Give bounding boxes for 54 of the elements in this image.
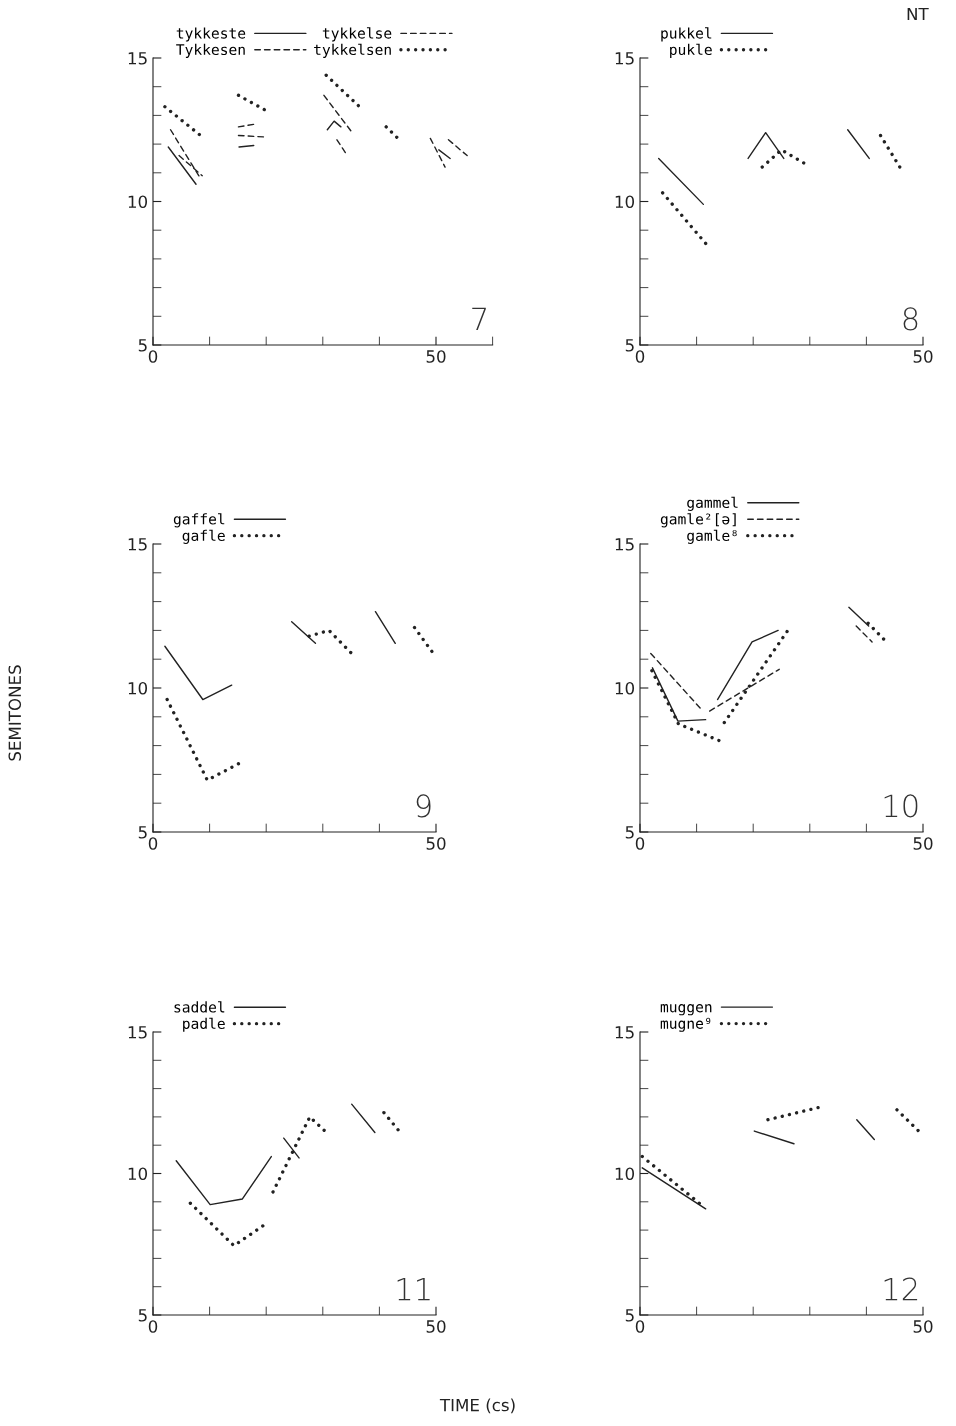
y-tick-label: 10 (128, 195, 148, 209)
x-tick-label: 0 (148, 350, 158, 363)
legend-label: tykkelse (322, 27, 392, 42)
annotation: 11 (397, 1277, 430, 1301)
x-tick-label: 0 (148, 837, 158, 850)
y-tick-label: 15 (128, 52, 147, 65)
legend-label: tykkeste (176, 27, 246, 42)
y-axis-title: SEMITONES (8, 665, 22, 761)
x-tick-label: 0 (635, 837, 645, 850)
annotation: 7 (472, 307, 486, 331)
x-axis-title: TIME (cs) (439, 1398, 515, 1414)
legend-label: gaffel (173, 513, 225, 528)
legend-label: padle (183, 1017, 225, 1032)
y-tick-label: 15 (128, 538, 147, 551)
x-tick-label: 50 (426, 1320, 446, 1333)
x-tick-label: 50 (913, 1320, 933, 1333)
legend-label: gafle (182, 529, 225, 544)
y-tick-label: 5 (625, 826, 634, 839)
legend-label: muggen (660, 1004, 712, 1016)
x-tick-label: 50 (913, 837, 933, 850)
legend-label: pukle (670, 43, 712, 58)
text: NT (907, 7, 929, 21)
annotation: 12 (884, 1277, 918, 1301)
annotation: 9 (416, 794, 431, 818)
y-tick-label: 15 (615, 52, 634, 65)
y-tick-label: 5 (138, 826, 147, 839)
y-tick-label: 10 (128, 1167, 148, 1181)
x-tick-label: 50 (426, 837, 446, 850)
y-tick-label: 10 (615, 195, 635, 209)
y-tick-label: 5 (138, 1309, 147, 1322)
y-tick-label: 10 (128, 681, 148, 695)
legend-label: mugne⁹ (660, 1017, 711, 1032)
y-tick-label: 5 (625, 339, 634, 352)
annotation: 8 (903, 307, 918, 331)
x-tick-label: 0 (635, 350, 645, 363)
x-tick-label: 50 (426, 350, 446, 363)
legend-label: tykkelsen (314, 43, 391, 58)
y-tick-label: 5 (625, 1309, 634, 1322)
x-tick-label: 0 (148, 1320, 158, 1333)
legend-label: gamle²[ə] (660, 513, 736, 528)
legend-label: gammel (687, 496, 738, 511)
x-tick-label: 50 (913, 350, 933, 363)
annotation: 10 (884, 794, 918, 818)
legend-label: pukkel (661, 27, 712, 42)
y-tick-label: 15 (128, 1026, 147, 1039)
x-tick-label: 0 (635, 1320, 645, 1333)
legend-label: saddel (174, 1001, 225, 1013)
legend-label: gamle⁸ (687, 529, 737, 544)
legend-label: Tykkesen (176, 43, 245, 58)
y-tick-label: 15 (615, 538, 634, 551)
y-tick-label: 15 (615, 1026, 634, 1039)
y-tick-label: 10 (615, 681, 635, 695)
y-tick-label: 5 (138, 339, 147, 352)
y-tick-label: 10 (615, 1167, 635, 1181)
